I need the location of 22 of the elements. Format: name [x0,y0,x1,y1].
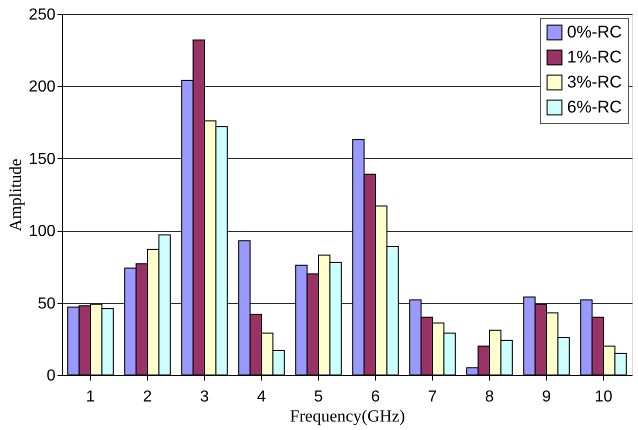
y-tick-label: 150 [28,150,56,168]
x-tick-label: 9 [542,388,552,406]
y-tick-label: 0 [46,368,56,384]
x-axis-title: Frequency(GHz) [290,406,406,426]
x-tick-label: 2 [143,388,152,406]
y-tick-label: 200 [28,78,56,96]
legend-label: 6%-RC [567,98,622,116]
x-tick-label: 4 [257,388,266,406]
y-tick-label: 50 [38,295,56,312]
x-tick-label: 6 [371,388,380,406]
x-tick-label: 3 [200,388,210,406]
legend-label: 1%-RC [567,48,622,66]
y-tick-label: 250 [28,6,56,24]
legend-label: 3%-RC [567,72,622,92]
x-tick-label: 1 [86,388,96,406]
x-tick-label: 7 [428,388,438,406]
x-tick-label: 8 [485,388,494,406]
y-tick-label: 100 [28,223,56,240]
x-tick-label: 10 [594,388,612,406]
y-axis-title: Amplitude [6,158,25,232]
x-tick-label: 5 [314,388,324,406]
legend-label: 0%-RC [567,22,622,42]
